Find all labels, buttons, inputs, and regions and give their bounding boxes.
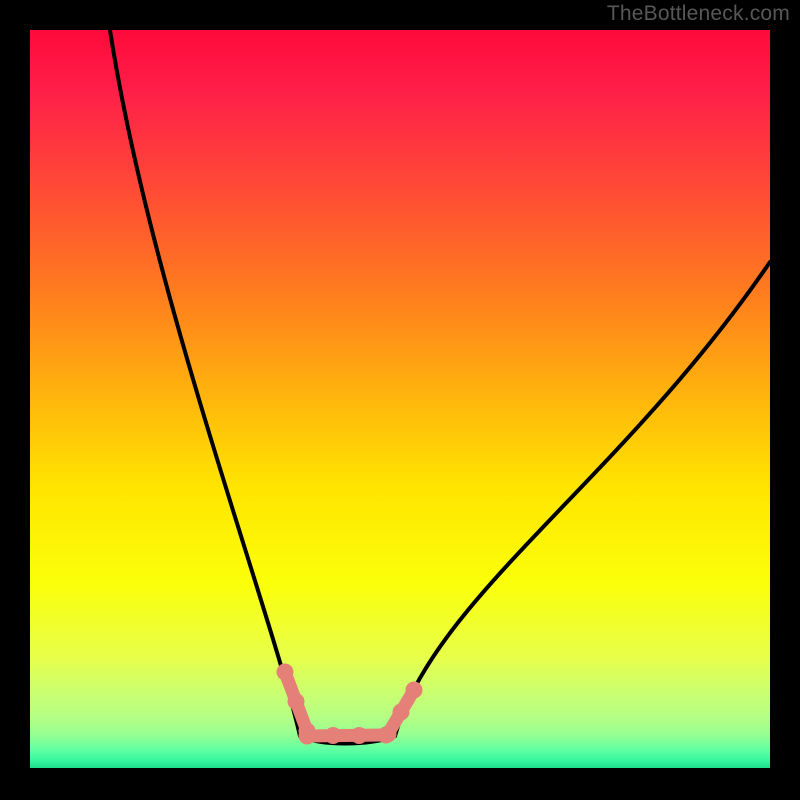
bottleneck-chart <box>0 0 800 800</box>
watermark-text: TheBottleneck.com <box>607 2 790 26</box>
chart-background <box>30 30 770 768</box>
